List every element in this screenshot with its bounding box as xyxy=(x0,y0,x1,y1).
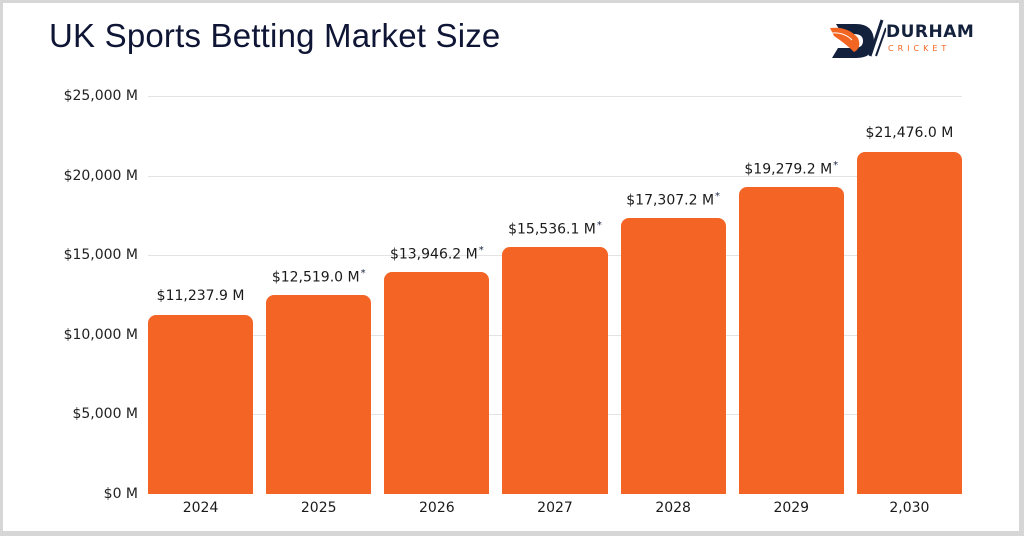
bar-value-label: $17,307.2 M* xyxy=(626,191,721,210)
x-axis-tick-label: 2024 xyxy=(182,500,219,516)
bar-value-label: $11,237.9 M xyxy=(156,288,245,305)
bar-2029 xyxy=(738,187,844,494)
bar-value-label: $12,519.0 M* xyxy=(271,267,366,286)
bar-2024 xyxy=(148,315,254,494)
y-axis-tick-label: $25,000 M xyxy=(63,88,138,104)
page-title: UK Sports Betting Market Size xyxy=(49,17,501,54)
bar-2,030 xyxy=(856,152,962,494)
bar-value-label: $19,279.2 M* xyxy=(744,160,839,178)
bar-value-label: $21,476.0 M xyxy=(865,125,954,142)
x-axis-tick-label: 2029 xyxy=(773,500,810,516)
projected-asterisk: * xyxy=(715,191,721,203)
projected-asterisk: * xyxy=(360,267,366,279)
x-axis-tick-label: 2028 xyxy=(655,500,691,516)
logo-wordmark: DURHAM xyxy=(886,22,975,42)
y-axis-tick-label: $10,000 M xyxy=(63,326,138,343)
bar-2026 xyxy=(384,271,490,494)
x-axis-tick-label: 2026 xyxy=(419,500,455,516)
projected-asterisk: * xyxy=(478,244,484,256)
gridline xyxy=(148,96,962,97)
y-axis-tick-label: $0 M xyxy=(103,486,138,502)
bar-2025 xyxy=(266,294,372,494)
logo-subtitle: CRICKET xyxy=(888,44,951,53)
x-axis-tick-label: 2,030 xyxy=(889,500,930,516)
x-axis-tick-label: 2025 xyxy=(300,500,337,516)
bar-2027 xyxy=(502,246,608,494)
projected-asterisk: * xyxy=(596,219,602,231)
bar-value-label: $13,946.2 M* xyxy=(389,244,484,263)
durham-logo-icon xyxy=(830,19,887,58)
y-axis-tick-label: $20,000 M xyxy=(63,167,138,184)
x-axis-tick-label: 2027 xyxy=(537,500,573,516)
bar-value-label: $15,536.1 M* xyxy=(508,219,602,238)
bar-2028 xyxy=(620,218,726,494)
y-axis-tick-label: $5,000 M xyxy=(72,406,138,423)
durham-cricket-logo: DURHAM CRICKET xyxy=(826,14,976,62)
projected-asterisk: * xyxy=(833,160,839,172)
y-axis-tick-label: $15,000 M xyxy=(63,247,138,264)
gridline xyxy=(148,176,962,177)
